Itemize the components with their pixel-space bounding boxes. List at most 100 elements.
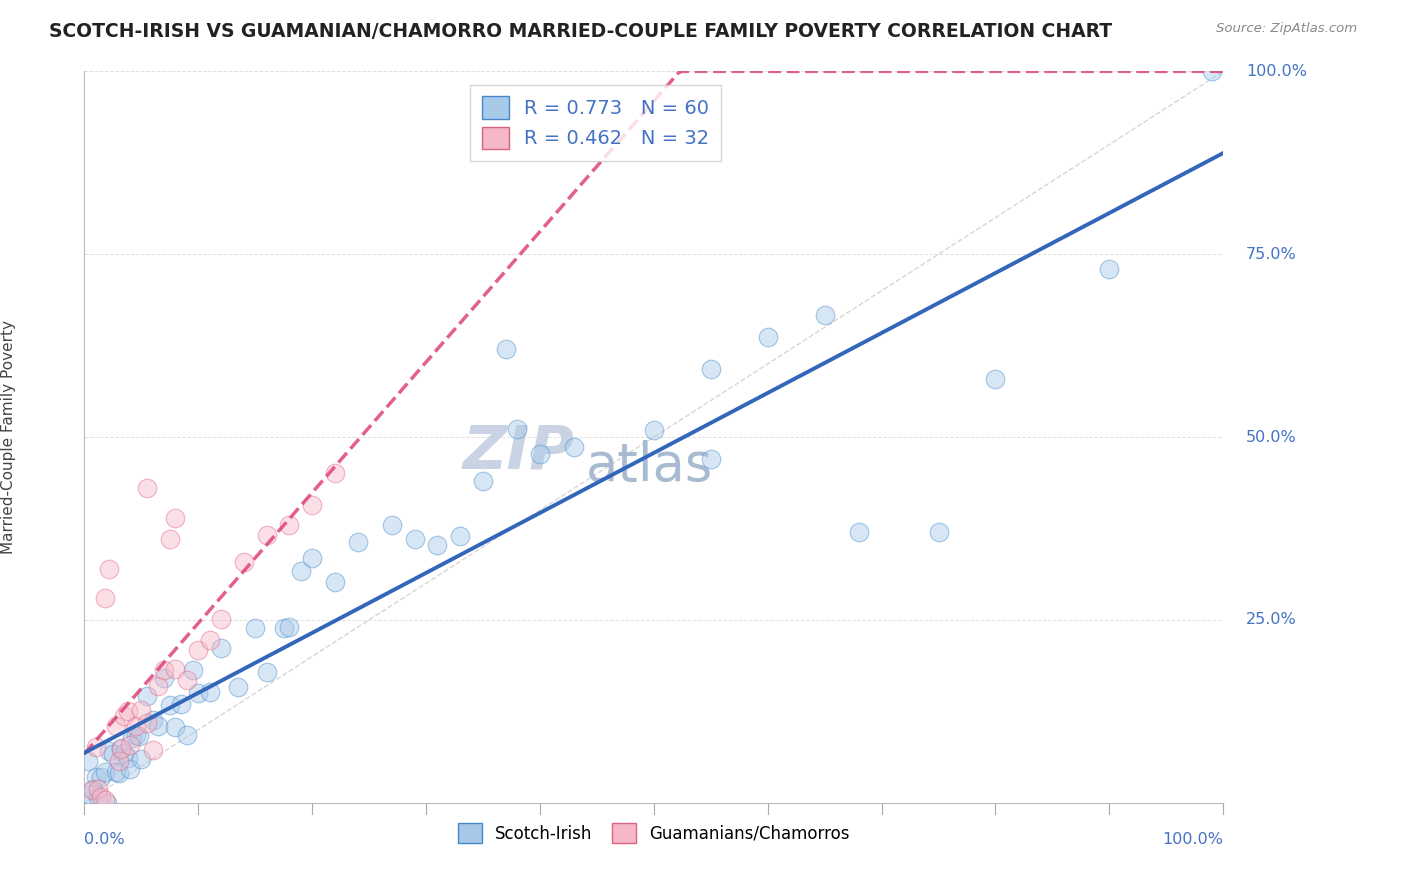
Point bbox=[756, 330, 779, 344]
Point bbox=[131, 752, 153, 766]
Point bbox=[529, 447, 551, 461]
Point bbox=[256, 528, 278, 542]
Point bbox=[198, 685, 221, 699]
Point bbox=[226, 680, 249, 694]
Point bbox=[159, 698, 181, 712]
Point bbox=[76, 754, 98, 768]
Point bbox=[82, 783, 104, 797]
Point bbox=[105, 719, 128, 733]
Point bbox=[290, 564, 312, 578]
Point bbox=[165, 510, 187, 524]
Point bbox=[118, 763, 141, 777]
Point bbox=[346, 535, 368, 549]
Point bbox=[984, 371, 1007, 385]
Point bbox=[170, 697, 193, 711]
Point bbox=[87, 789, 110, 804]
Point bbox=[136, 689, 159, 703]
Point bbox=[124, 719, 146, 733]
Text: 75.0%: 75.0% bbox=[1246, 247, 1296, 261]
Point bbox=[928, 525, 950, 540]
Point bbox=[256, 665, 278, 680]
Point bbox=[278, 517, 301, 532]
Point bbox=[1201, 64, 1223, 78]
Point bbox=[79, 789, 101, 803]
Point bbox=[107, 755, 129, 769]
Point bbox=[112, 746, 135, 760]
Point bbox=[700, 362, 723, 376]
Point bbox=[562, 440, 585, 454]
Text: 0.0%: 0.0% bbox=[84, 832, 125, 847]
Point bbox=[506, 422, 529, 436]
Point bbox=[98, 744, 121, 758]
Point bbox=[94, 765, 117, 780]
Point bbox=[209, 612, 232, 626]
Point bbox=[84, 770, 107, 784]
Point bbox=[159, 533, 181, 547]
Point bbox=[136, 481, 159, 495]
Point bbox=[232, 555, 254, 569]
Point bbox=[118, 739, 141, 753]
Point bbox=[404, 532, 426, 546]
Point bbox=[273, 621, 295, 635]
Point bbox=[323, 575, 346, 590]
Point bbox=[301, 499, 323, 513]
Point bbox=[181, 663, 204, 677]
Point bbox=[96, 796, 118, 810]
Point bbox=[323, 467, 346, 481]
Point bbox=[848, 525, 870, 540]
Point bbox=[94, 591, 117, 605]
Point bbox=[84, 740, 107, 755]
Point bbox=[117, 750, 139, 764]
Point bbox=[128, 729, 150, 743]
Point bbox=[426, 538, 449, 552]
Point bbox=[121, 731, 143, 745]
Point bbox=[278, 620, 301, 634]
Point bbox=[117, 704, 139, 718]
Point bbox=[105, 764, 128, 779]
Point bbox=[153, 671, 176, 685]
Text: 50.0%: 50.0% bbox=[1246, 430, 1296, 444]
Point bbox=[136, 715, 159, 730]
Point bbox=[381, 518, 404, 533]
Point bbox=[198, 633, 221, 648]
Point bbox=[90, 789, 112, 804]
Point bbox=[148, 719, 170, 733]
Point bbox=[110, 742, 132, 756]
Text: SCOTCH-IRISH VS GUAMANIAN/CHAMORRO MARRIED-COUPLE FAMILY POVERTY CORRELATION CHA: SCOTCH-IRISH VS GUAMANIAN/CHAMORRO MARRI… bbox=[49, 22, 1112, 41]
Point bbox=[187, 643, 209, 657]
Text: 25.0%: 25.0% bbox=[1246, 613, 1296, 627]
Point bbox=[142, 743, 165, 757]
Point bbox=[165, 720, 187, 734]
Text: 100.0%: 100.0% bbox=[1163, 832, 1223, 847]
Point bbox=[124, 728, 146, 742]
Point bbox=[107, 766, 129, 780]
Point bbox=[148, 679, 170, 693]
Point bbox=[94, 793, 117, 807]
Point bbox=[112, 709, 135, 723]
Point bbox=[98, 562, 121, 576]
Point bbox=[814, 308, 837, 322]
Point bbox=[449, 529, 471, 543]
Point bbox=[90, 770, 112, 784]
Text: atlas: atlas bbox=[585, 441, 713, 492]
Text: 100.0%: 100.0% bbox=[1246, 64, 1308, 78]
Point bbox=[142, 713, 165, 727]
Point bbox=[165, 662, 187, 676]
Point bbox=[472, 475, 495, 489]
Point bbox=[209, 640, 232, 655]
Point bbox=[176, 728, 198, 742]
Text: Married-Couple Family Poverty: Married-Couple Family Poverty bbox=[1, 320, 15, 554]
Point bbox=[1098, 261, 1121, 276]
Point bbox=[495, 343, 517, 357]
Text: Source: ZipAtlas.com: Source: ZipAtlas.com bbox=[1216, 22, 1357, 36]
Point bbox=[700, 452, 723, 467]
Point bbox=[176, 673, 198, 688]
Point bbox=[101, 747, 124, 761]
Point bbox=[187, 686, 209, 700]
Text: ZIP: ZIP bbox=[463, 422, 574, 481]
Point bbox=[82, 782, 104, 797]
Point bbox=[110, 741, 132, 756]
Point bbox=[301, 551, 323, 566]
Point bbox=[131, 703, 153, 717]
Point bbox=[87, 782, 110, 797]
